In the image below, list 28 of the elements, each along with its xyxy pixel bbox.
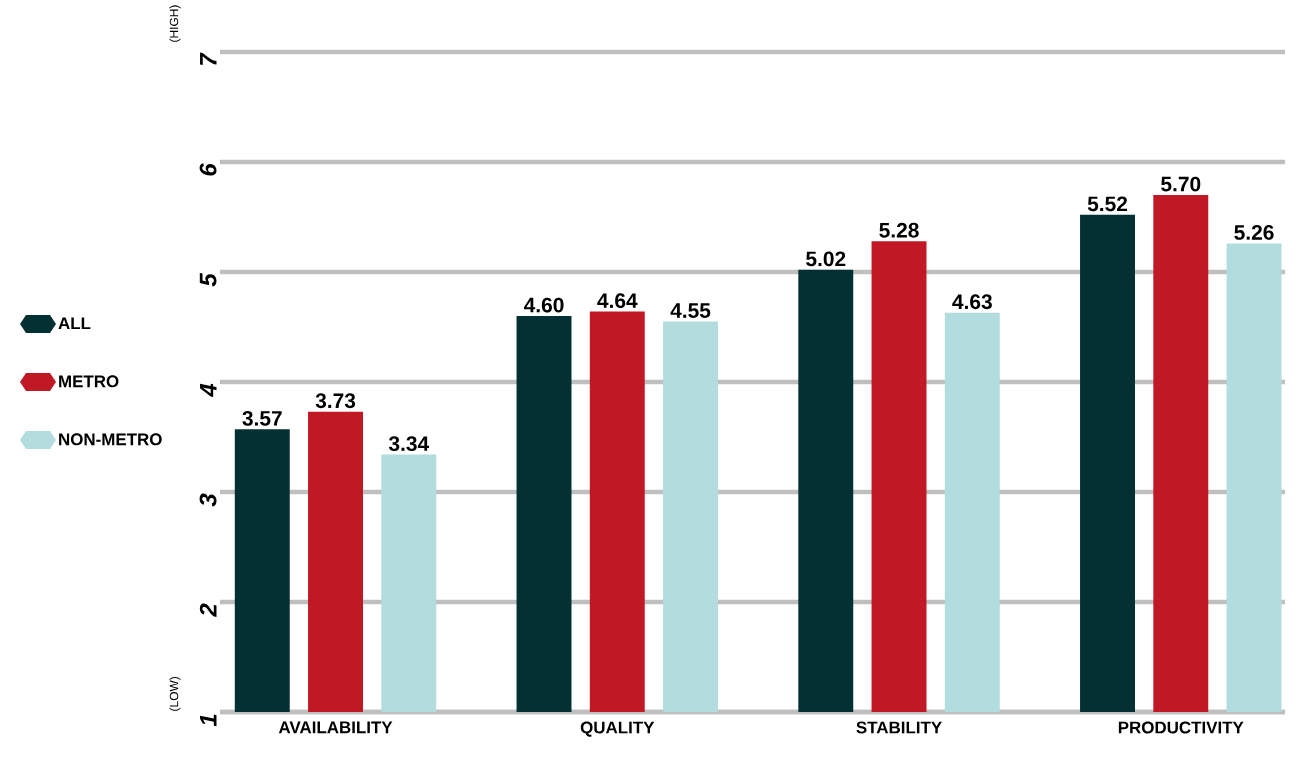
data-label: 3.57 xyxy=(242,410,282,426)
y-tick-label: 1 xyxy=(200,714,217,727)
legend-label: ALL xyxy=(58,317,91,330)
data-label: 4.60 xyxy=(523,297,564,313)
x-tick-label: AVAILABILITY xyxy=(278,721,393,734)
x-tick-label: STABILITY xyxy=(856,721,942,734)
y-tick-label: 5 xyxy=(199,273,217,287)
data-label: 5.28 xyxy=(879,222,919,238)
text: (HIGH) xyxy=(169,5,181,42)
data-label: 4.64 xyxy=(597,293,638,309)
y-tick-label: 2 xyxy=(199,603,217,618)
data-label: 4.63 xyxy=(952,294,992,310)
y-tick-label: 7 xyxy=(200,52,217,65)
text: (LOW) xyxy=(169,677,181,711)
data-label: 3.73 xyxy=(315,393,356,409)
x-tick-label: PRODUCTIVITY xyxy=(1118,721,1244,734)
x-tick-label: QUALITY xyxy=(580,721,655,737)
legend-label: NON-METRO xyxy=(59,433,162,446)
data-label: 5.70 xyxy=(1161,176,1201,192)
data-label: 3.34 xyxy=(388,436,430,452)
data-label: 4.55 xyxy=(670,303,711,318)
legend-label: METRO xyxy=(59,375,119,388)
y-tick-label: 3 xyxy=(199,493,217,507)
data-label: 5.26 xyxy=(1234,225,1274,240)
data-label: 5.52 xyxy=(1087,196,1128,212)
data-label: 5.02 xyxy=(806,251,846,267)
y-tick-label: 4 xyxy=(200,383,217,398)
y-tick-label: 6 xyxy=(199,163,217,176)
